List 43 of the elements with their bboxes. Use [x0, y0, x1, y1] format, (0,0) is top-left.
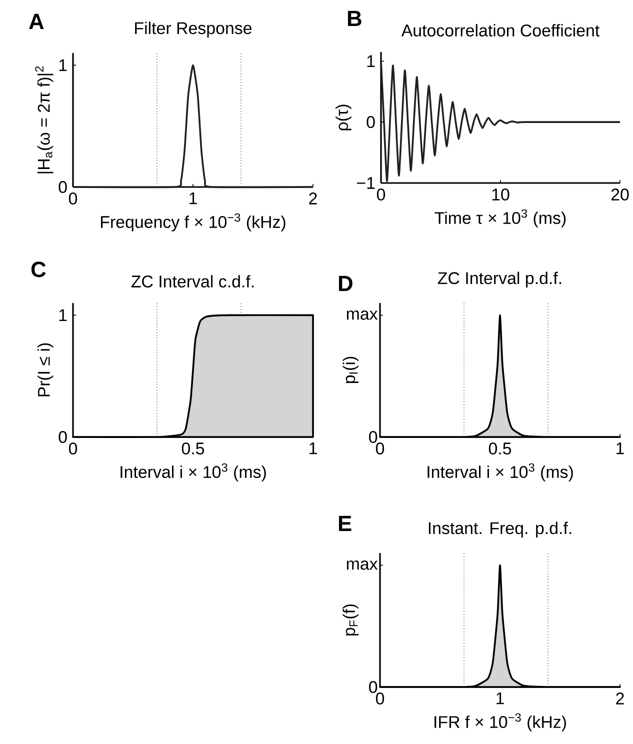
- text: max: [346, 310, 378, 320]
- y-axis-title: p$_{I}$(i): [342, 356, 358, 384]
- y-axis-title: p$_{F}$(f): [342, 604, 358, 636]
- x-axis-title: Interval i × 10$^{3}$ (ms): [120, 463, 266, 482]
- y-axis-title: ρ(τ): [336, 104, 352, 130]
- text: max: [346, 560, 378, 570]
- chart-title: Filter Response: [135, 22, 252, 38]
- x-tick-label: 1: [616, 442, 624, 454]
- x-tick-label: 10: [492, 188, 510, 200]
- text: C: [31, 262, 46, 278]
- x-tick-label: 2: [309, 192, 317, 204]
- x-axis-title: Frequency f × 10$^{−3}$ (kHz): [101, 213, 286, 232]
- x-tick-label: 0: [376, 692, 384, 705]
- y-axis-title: Pr(I ≤ i): [37, 343, 54, 396]
- y-axis-title: |H$_{a}$(ω = 2π f)|$^{2}$: [35, 66, 54, 174]
- y-tick-label: 0: [366, 116, 375, 128]
- y-tick-label: 1: [59, 59, 67, 71]
- chart-title: Autocorrelation Coefficient: [401, 24, 600, 37]
- x-tick-label: 2: [616, 692, 624, 704]
- chart-title: ZC Interval c.d.f.: [131, 275, 254, 288]
- text: A: [29, 14, 44, 29]
- chart-title: ZC Interval p.d.f.: [438, 272, 562, 288]
- y-tick-label: 0: [58, 430, 67, 443]
- x-axis-title: IFR f × 10$^{−3}$ (kHz): [434, 713, 566, 732]
- x-axis-title: Time τ × 10$^{3}$ (ms): [434, 209, 566, 228]
- x-tick-label: 0: [376, 442, 384, 454]
- x-tick-label: 1: [310, 442, 317, 454]
- x-tick-label: 1: [190, 192, 197, 204]
- chart-title: Instant. Freq. p.d.f.: [428, 522, 572, 538]
- y-tick-label: 1: [367, 55, 375, 67]
- y-tick-label: 1: [59, 309, 67, 321]
- x-axis-title: Interval i × 10$^{3}$ (ms): [428, 463, 573, 482]
- x-tick-label: 0.5: [182, 442, 204, 454]
- x-tick-label: 1: [496, 692, 504, 704]
- text: E: [338, 516, 352, 531]
- x-tick-label: 0: [68, 442, 78, 454]
- x-tick-label: 0: [376, 188, 386, 200]
- text: B: [348, 10, 362, 26]
- y-tick-label: −1: [357, 177, 375, 189]
- x-tick-label: 20: [611, 188, 629, 200]
- x-tick-label: 0: [68, 192, 78, 204]
- x-tick-label: 0.5: [488, 442, 512, 454]
- text: D: [338, 276, 352, 291]
